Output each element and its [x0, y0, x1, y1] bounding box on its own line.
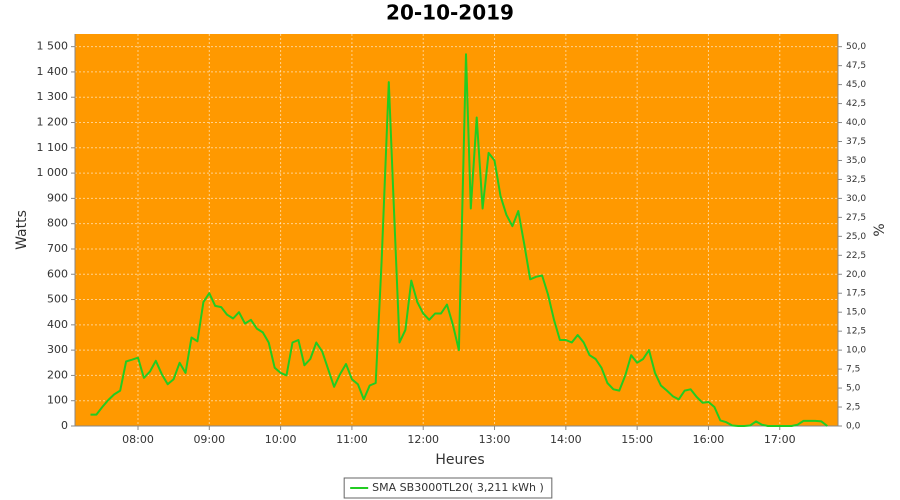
data-line — [90, 53, 828, 427]
y-tick-label: 700 — [47, 242, 68, 255]
y-tick-label: 1 400 — [37, 65, 69, 78]
y2-tick-label: 47,5 — [846, 61, 866, 71]
y2-tick-label: 12,5 — [846, 327, 866, 337]
y2-tick-label: 35,0 — [846, 156, 866, 166]
legend: SMA SB3000TL20( 3,211 kWh ) — [343, 477, 553, 499]
y2-tick-label: 7,5 — [846, 365, 860, 375]
y-tick-label: 1 100 — [37, 141, 69, 154]
y2-tick-label: 40,0 — [846, 118, 866, 128]
x-tick-label: 16:00 — [693, 433, 725, 446]
y-tick-label: 200 — [47, 368, 68, 381]
y2-tick-label: 50,0 — [846, 42, 866, 52]
y-tick-label: 1 000 — [37, 166, 69, 179]
y-tick-label: 1 300 — [37, 90, 69, 103]
x-tick-label: 10:00 — [265, 433, 297, 446]
x-tick-label: 17:00 — [764, 433, 796, 446]
x-tick-label: 09:00 — [193, 433, 225, 446]
y2-tick-label: 2,5 — [846, 403, 860, 413]
y-axis-title: Watts — [14, 210, 30, 250]
y-tick-label: 100 — [47, 394, 68, 407]
y2-tick-label: 25,0 — [846, 232, 866, 242]
y2-tick-label: 37,5 — [846, 137, 866, 147]
x-tick-label: 12:00 — [407, 433, 439, 446]
legend-box — [343, 477, 553, 499]
y2-tick-label: 0,0 — [846, 422, 861, 432]
y2-tick-label: 27,5 — [846, 213, 866, 223]
y-tick-label: 900 — [47, 191, 68, 204]
plot-area — [75, 34, 838, 426]
y2-tick-label: 17,5 — [846, 289, 866, 299]
y2-tick-label: 30,0 — [846, 194, 866, 204]
y2-tick-label: 22,5 — [846, 251, 866, 261]
x-axis-title: Heures — [435, 452, 484, 468]
x-tick-label: 11:00 — [336, 433, 368, 446]
x-tick-label: 14:00 — [550, 433, 582, 446]
y2-tick-label: 5,0 — [846, 384, 861, 394]
y-tick-label: 800 — [47, 217, 68, 230]
y-tick-label: 400 — [47, 318, 68, 331]
y2-tick-label: 32,5 — [846, 175, 866, 185]
y-tick-label: 0 — [61, 419, 68, 432]
y-tick-label: 1 500 — [37, 40, 69, 53]
legend-label: SMA SB3000TL20( 3,211 kWh ) — [372, 481, 544, 494]
chart-title: 20-10-2019 — [386, 1, 514, 25]
y-tick-label: 1 200 — [37, 116, 69, 129]
x-tick-label: 08:00 — [122, 433, 154, 446]
x-tick-label: 15:00 — [621, 433, 653, 446]
x-tick-label: 13:00 — [479, 433, 511, 446]
y-tick-label: 300 — [47, 343, 68, 356]
y2-tick-label: 45,0 — [846, 80, 866, 90]
y-tick-label: 500 — [47, 293, 68, 306]
y2-tick-label: 20,0 — [846, 270, 866, 280]
y-tick-label: 600 — [47, 267, 68, 280]
y2-tick-label: 15,0 — [846, 308, 866, 318]
y2-tick-label: 10,0 — [846, 346, 866, 356]
y2-axis-title: % — [872, 223, 888, 236]
y2-tick-label: 42,5 — [846, 99, 866, 109]
